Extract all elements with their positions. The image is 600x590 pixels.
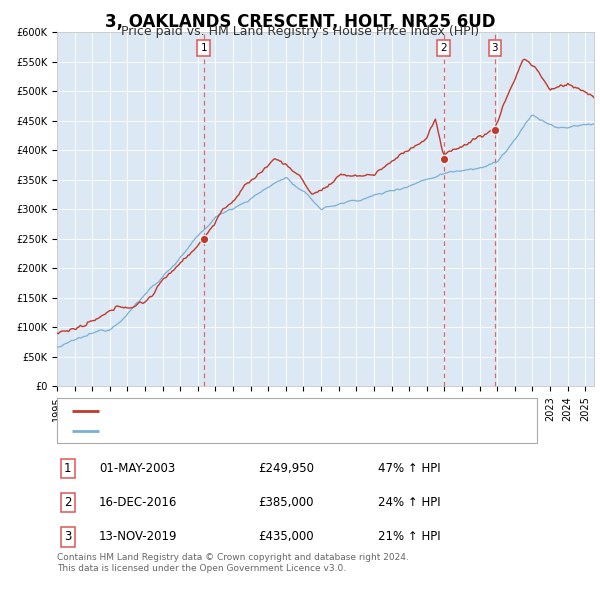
Text: 2: 2	[440, 44, 447, 53]
Text: 16-DEC-2016: 16-DEC-2016	[99, 496, 178, 509]
Text: 3, OAKLANDS CRESCENT, HOLT, NR25 6UD: 3, OAKLANDS CRESCENT, HOLT, NR25 6UD	[105, 13, 495, 31]
Text: 13-NOV-2019: 13-NOV-2019	[99, 530, 178, 543]
Text: £385,000: £385,000	[258, 496, 314, 509]
Text: 1: 1	[64, 462, 71, 475]
Text: HPI: Average price, detached house, North Norfolk: HPI: Average price, detached house, Nort…	[105, 426, 386, 435]
Text: 47% ↑ HPI: 47% ↑ HPI	[378, 462, 440, 475]
Text: 21% ↑ HPI: 21% ↑ HPI	[378, 530, 440, 543]
Text: Contains HM Land Registry data © Crown copyright and database right 2024.
This d: Contains HM Land Registry data © Crown c…	[57, 553, 409, 573]
Text: Price paid vs. HM Land Registry's House Price Index (HPI): Price paid vs. HM Land Registry's House …	[121, 25, 479, 38]
Text: £435,000: £435,000	[258, 530, 314, 543]
Text: 3: 3	[491, 44, 498, 53]
Text: 24% ↑ HPI: 24% ↑ HPI	[378, 496, 440, 509]
Text: 3: 3	[64, 530, 71, 543]
Text: £249,950: £249,950	[258, 462, 314, 475]
Text: 01-MAY-2003: 01-MAY-2003	[99, 462, 175, 475]
Text: 2: 2	[64, 496, 71, 509]
Text: 1: 1	[200, 44, 207, 53]
Text: 3, OAKLANDS CRESCENT, HOLT, NR25 6UD (detached house): 3, OAKLANDS CRESCENT, HOLT, NR25 6UD (de…	[105, 407, 445, 416]
